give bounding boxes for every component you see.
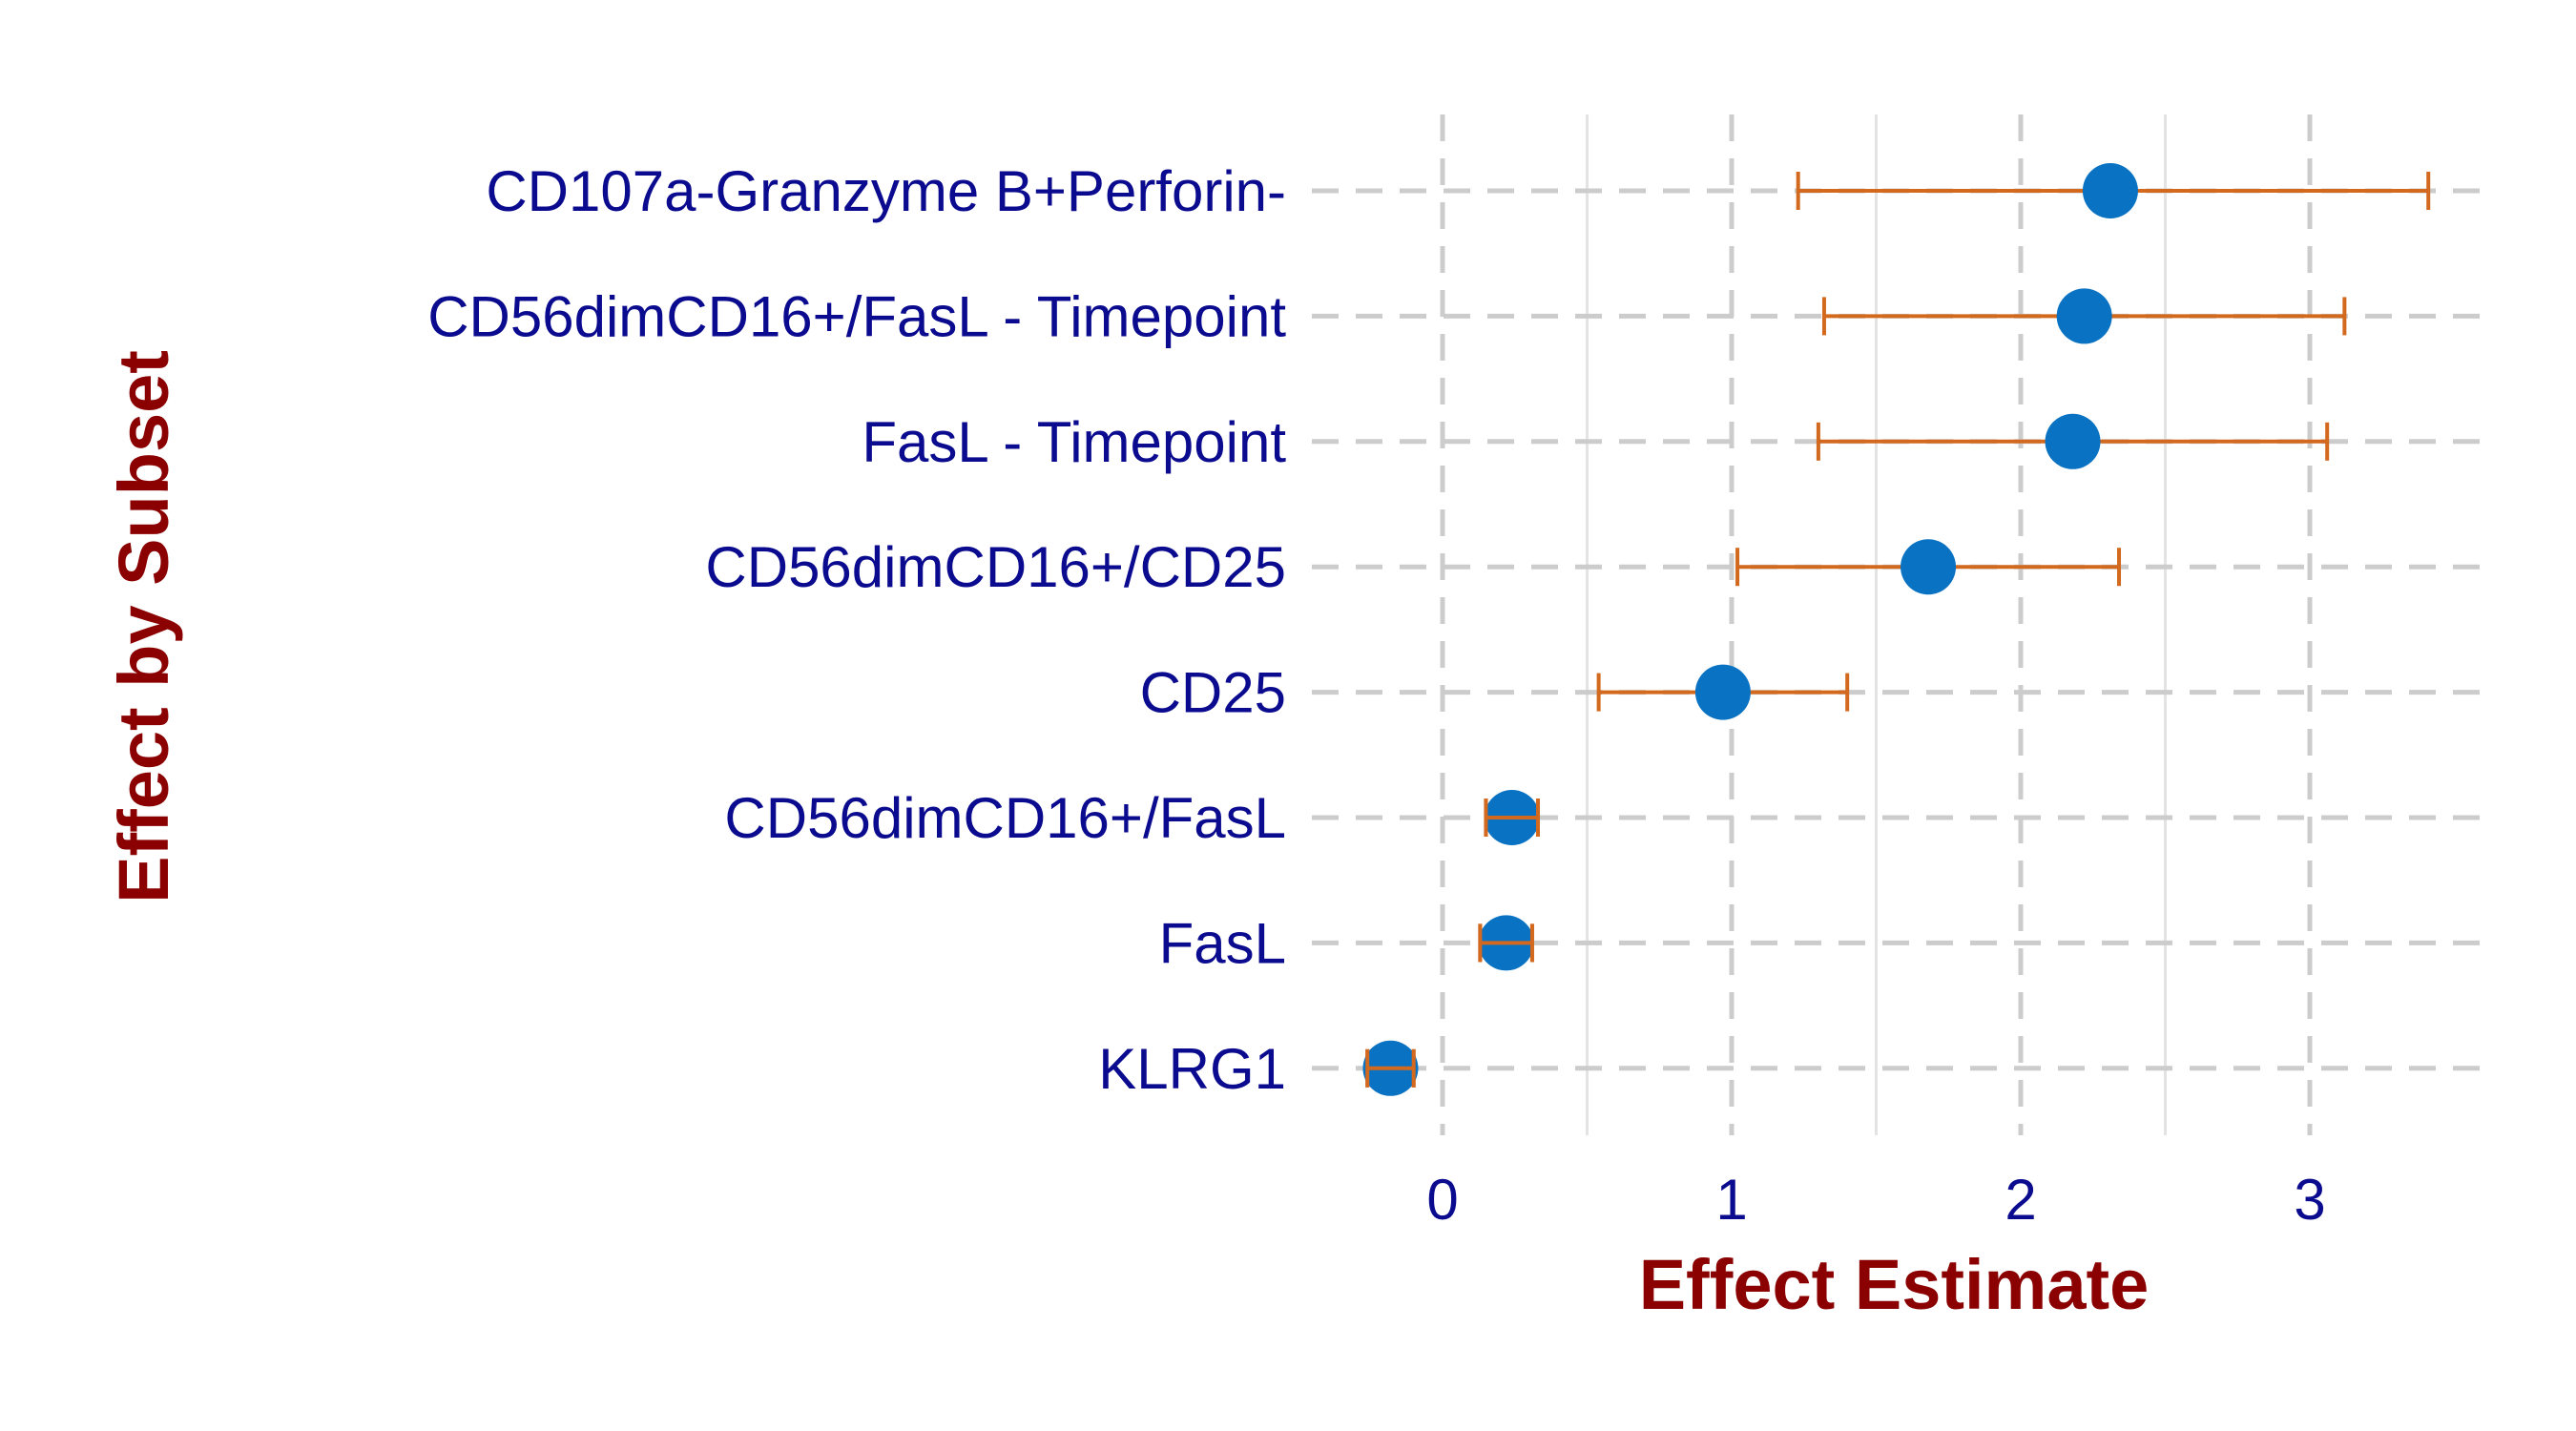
grid-lines [1312, 114, 2481, 1135]
estimate-point [2082, 163, 2138, 218]
category-label: CD56dimCD16+/FasL [724, 786, 1286, 850]
x-tick-label: 0 [1426, 1168, 1458, 1232]
x-tick-label: 1 [1715, 1168, 1747, 1232]
x-tick-label: 2 [2005, 1168, 2036, 1232]
estimate-point [1694, 664, 1751, 720]
x-tick-labels: 0 1 2 3 [1426, 1168, 2325, 1232]
x-tick-label: 3 [2294, 1168, 2325, 1232]
category-label: CD25 [1140, 661, 1286, 725]
category-label: CD56dimCD16+/CD25 [705, 535, 1286, 599]
category-label: CD107a-Granzyme B+Perforin- [486, 159, 1286, 223]
estimate-point [1901, 539, 1957, 595]
category-labels: CD107a-Granzyme B+Perforin- CD56dimCD16+/… [427, 159, 1286, 1101]
category-label: FasL [1159, 911, 1286, 975]
x-axis-title: Effect Estimate [1639, 1245, 2150, 1324]
category-label: CD56dimCD16+/FasL - Timepoint [427, 284, 1286, 348]
y-axis-title: Effect by Subset [104, 350, 183, 903]
estimate-point [2056, 288, 2112, 344]
category-label: FasL - Timepoint [862, 410, 1286, 474]
estimate-points [1362, 163, 2138, 1096]
estimate-point [2045, 413, 2101, 469]
category-label: KLRG1 [1098, 1037, 1286, 1101]
